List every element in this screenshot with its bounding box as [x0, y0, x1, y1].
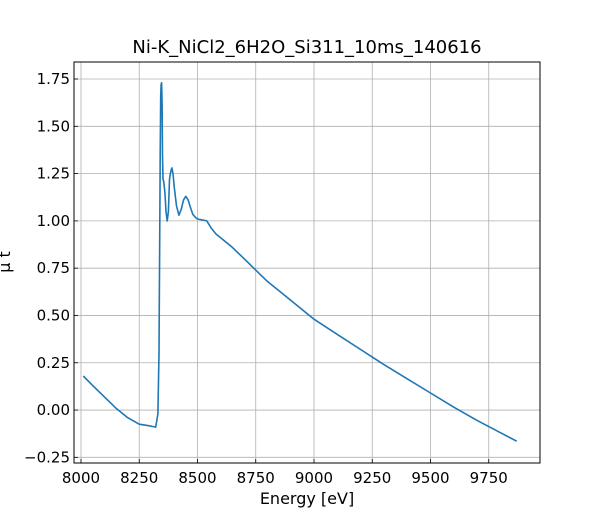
y-tick-label: 1.75	[37, 70, 70, 88]
x-tick-label: 8500	[178, 469, 216, 487]
series-group	[82, 82, 518, 442]
grid	[74, 62, 540, 463]
y-tick-label: 0.50	[37, 306, 70, 324]
x-tick-label: 8250	[120, 469, 158, 487]
x-tick-label: 9250	[353, 469, 391, 487]
plot-frame	[73, 61, 541, 464]
x-tick-label: 9750	[470, 469, 508, 487]
x-axis: 8000 8250 8500 8750 9000 9250 9500 9750	[62, 459, 508, 487]
y-tick-label: 0.25	[37, 354, 70, 372]
chart-title: Ni-K_NiCl2_6H2O_Si311_10ms_140616	[132, 37, 481, 58]
y-axis-label: μ t	[0, 251, 14, 273]
x-axis-label: Energy [eV]	[260, 489, 354, 508]
y-tick-label: 0.75	[37, 259, 70, 277]
x-tick-label: 9000	[295, 469, 333, 487]
y-tick-label: 1.00	[37, 212, 70, 230]
y-axis: −0.25 0.00 0.25 0.50 0.75 1.00 1.25 1.50 1.75	[24, 70, 78, 466]
x-tick-label: 9500	[411, 469, 449, 487]
series-line	[82, 82, 518, 442]
y-tick-label: 0.00	[37, 401, 70, 419]
x-tick-label: 8000	[62, 469, 100, 487]
y-tick-label: −0.25	[24, 448, 70, 466]
x-tick-label: 8750	[237, 469, 275, 487]
y-tick-label: 1.25	[37, 165, 70, 183]
y-tick-label: 1.50	[37, 117, 70, 135]
